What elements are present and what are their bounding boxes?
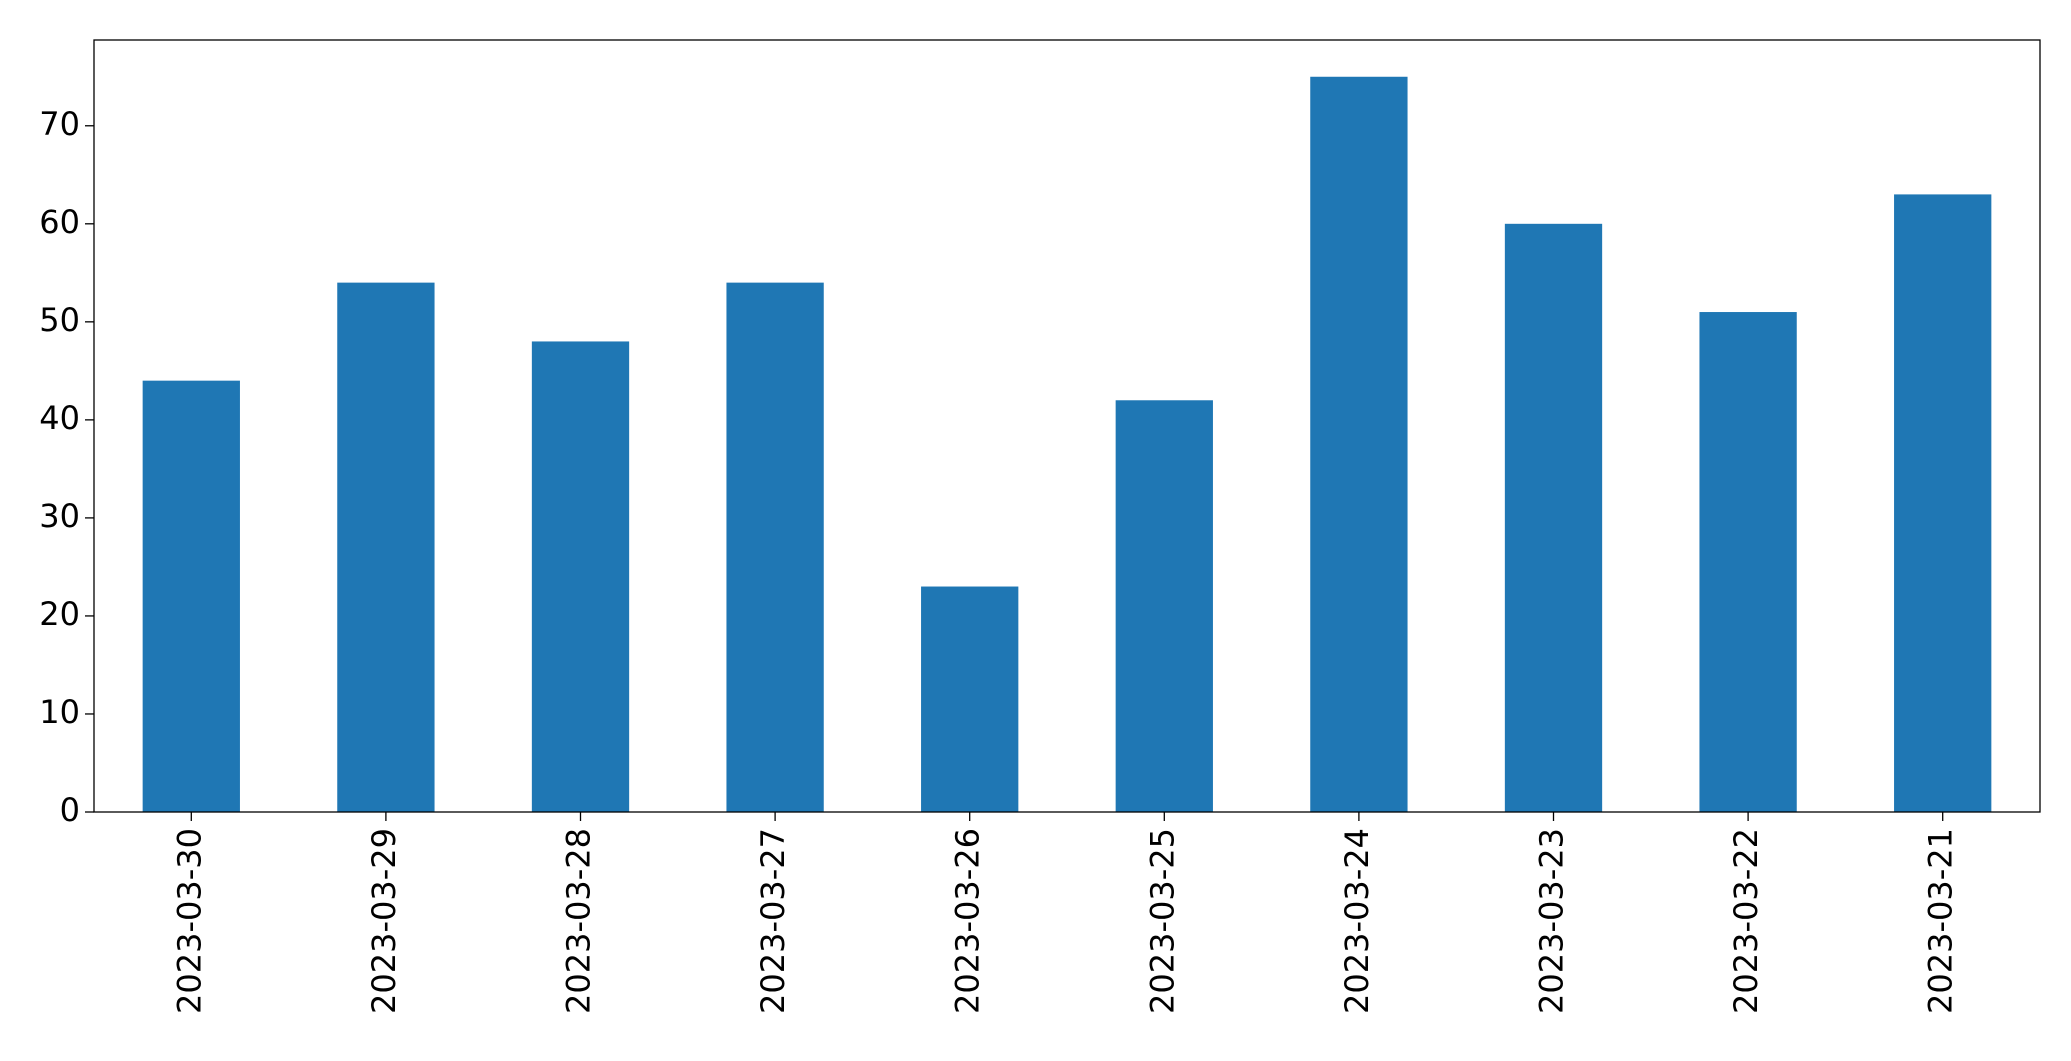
y-tick-label: 70: [39, 105, 80, 143]
x-tick-label: 2023-03-21: [1922, 828, 1960, 1014]
y-tick-label: 10: [39, 693, 80, 731]
x-tick-label: 2023-03-26: [949, 828, 987, 1014]
y-tick-label: 40: [39, 399, 80, 437]
y-tick-label: 60: [39, 203, 80, 241]
x-tick-label: 2023-03-22: [1727, 828, 1765, 1014]
x-tick-label: 2023-03-29: [365, 828, 403, 1014]
x-tick-label: 2023-03-30: [170, 828, 208, 1014]
bar: [1310, 76, 1408, 812]
bar: [726, 282, 824, 813]
x-tick-label: 2023-03-28: [560, 828, 598, 1014]
x-tick-label: 2023-03-23: [1533, 828, 1571, 1014]
x-tick-label: 2023-03-27: [754, 828, 792, 1014]
bar: [1894, 194, 1992, 812]
bar: [1699, 312, 1797, 812]
bar: [142, 380, 240, 812]
y-tick-label: 0: [60, 791, 80, 829]
x-tick-label: 2023-03-25: [1143, 828, 1181, 1014]
x-tick-label: 2023-03-24: [1338, 828, 1376, 1014]
y-tick-label: 20: [39, 595, 80, 633]
y-tick-label: 30: [39, 497, 80, 535]
bar: [1504, 223, 1603, 813]
bar: [337, 282, 435, 813]
y-tick-label: 50: [39, 301, 80, 339]
bar: [1115, 400, 1213, 812]
bar: [921, 586, 1019, 812]
bar: [531, 341, 630, 812]
plot-frame: [93, 39, 2041, 813]
